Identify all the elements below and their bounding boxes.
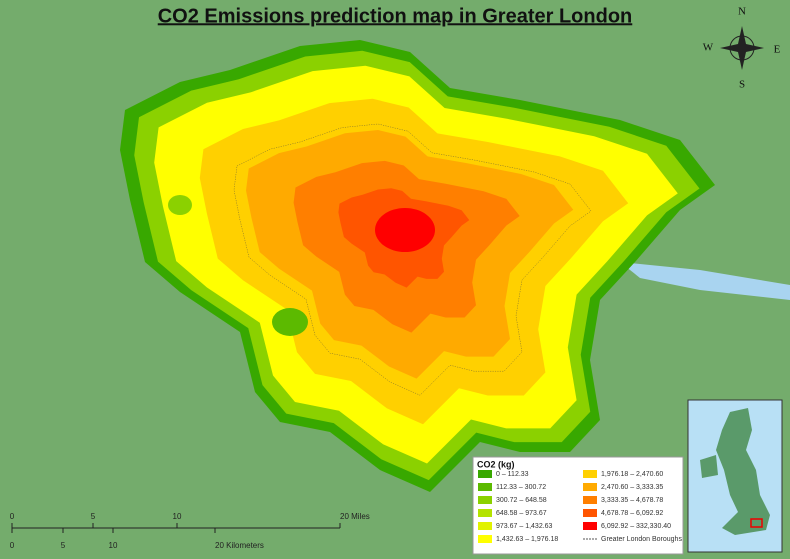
legend-swatch [583, 483, 597, 491]
compass-e: E [774, 44, 781, 56]
legend-label: 2,470.60 – 3,333.35 [601, 484, 663, 491]
legend-label: 648.58 – 973.67 [496, 510, 547, 517]
legend-swatch [583, 522, 597, 530]
scale-label: 0 [10, 541, 15, 550]
compass-star [720, 26, 764, 70]
legend: CO2 (kg) 0 – 112.33 112.33 – 300.72 300.72… [472, 456, 684, 555]
emission-zone [272, 308, 308, 336]
compass-s: S [739, 79, 745, 91]
legend-swatch [478, 509, 492, 517]
legend-swatch [583, 509, 597, 517]
scale-label: 10 [109, 541, 118, 550]
scale-label: 5 [61, 541, 66, 550]
scale-label: 20 Kilometers [215, 541, 264, 550]
legend-label: 1,976.18 – 2,470.60 [601, 471, 663, 478]
legend-swatch [478, 470, 492, 478]
emission-zone [168, 195, 192, 215]
legend-label: 300.72 – 648.58 [496, 497, 547, 504]
scale-label: 20 Miles [340, 512, 370, 521]
legend-swatch [583, 470, 597, 478]
legend-swatch [478, 496, 492, 504]
scale-bar: 0 5 10 20 Miles 0 5 10 20 Kilometers [10, 512, 370, 550]
thames-estuary [620, 262, 790, 300]
compass-rose: N S W E [703, 6, 781, 91]
legend-label: 1,432.63 – 1,976.18 [496, 536, 558, 543]
map-title: CO2 Emissions prediction map in Greater … [158, 5, 633, 27]
legend-swatch [478, 522, 492, 530]
inset-highlight [750, 518, 763, 528]
legend-swatch [583, 496, 597, 504]
emission-hotspot [375, 208, 435, 252]
legend-label: 3,333.35 – 4,678.78 [601, 497, 663, 504]
legend-label: 0 – 112.33 [496, 471, 529, 478]
legend-title: CO2 (kg) [477, 459, 515, 469]
legend-label: 6,092.92 – 332,330.40 [601, 523, 671, 530]
scale-label: 0 [10, 512, 15, 521]
legend-label: 973.67 – 1,432.63 [496, 523, 553, 530]
compass-w: W [703, 42, 714, 54]
legend-swatch [478, 483, 492, 491]
legend-swatch [478, 535, 492, 543]
legend-label: 112.33 – 300.72 [496, 484, 546, 491]
inset-landmass [700, 455, 718, 478]
scale-label: 10 [173, 512, 182, 521]
legend-label: 4,678.78 – 6,092.92 [601, 510, 663, 517]
compass-ring [729, 35, 755, 61]
inset-map [687, 399, 783, 553]
legend-label: Greater London Boroughs [601, 536, 682, 543]
inset-landmass [716, 408, 770, 535]
scale-label: 5 [91, 512, 96, 521]
compass-n: N [738, 6, 746, 18]
legend-box [472, 456, 684, 555]
